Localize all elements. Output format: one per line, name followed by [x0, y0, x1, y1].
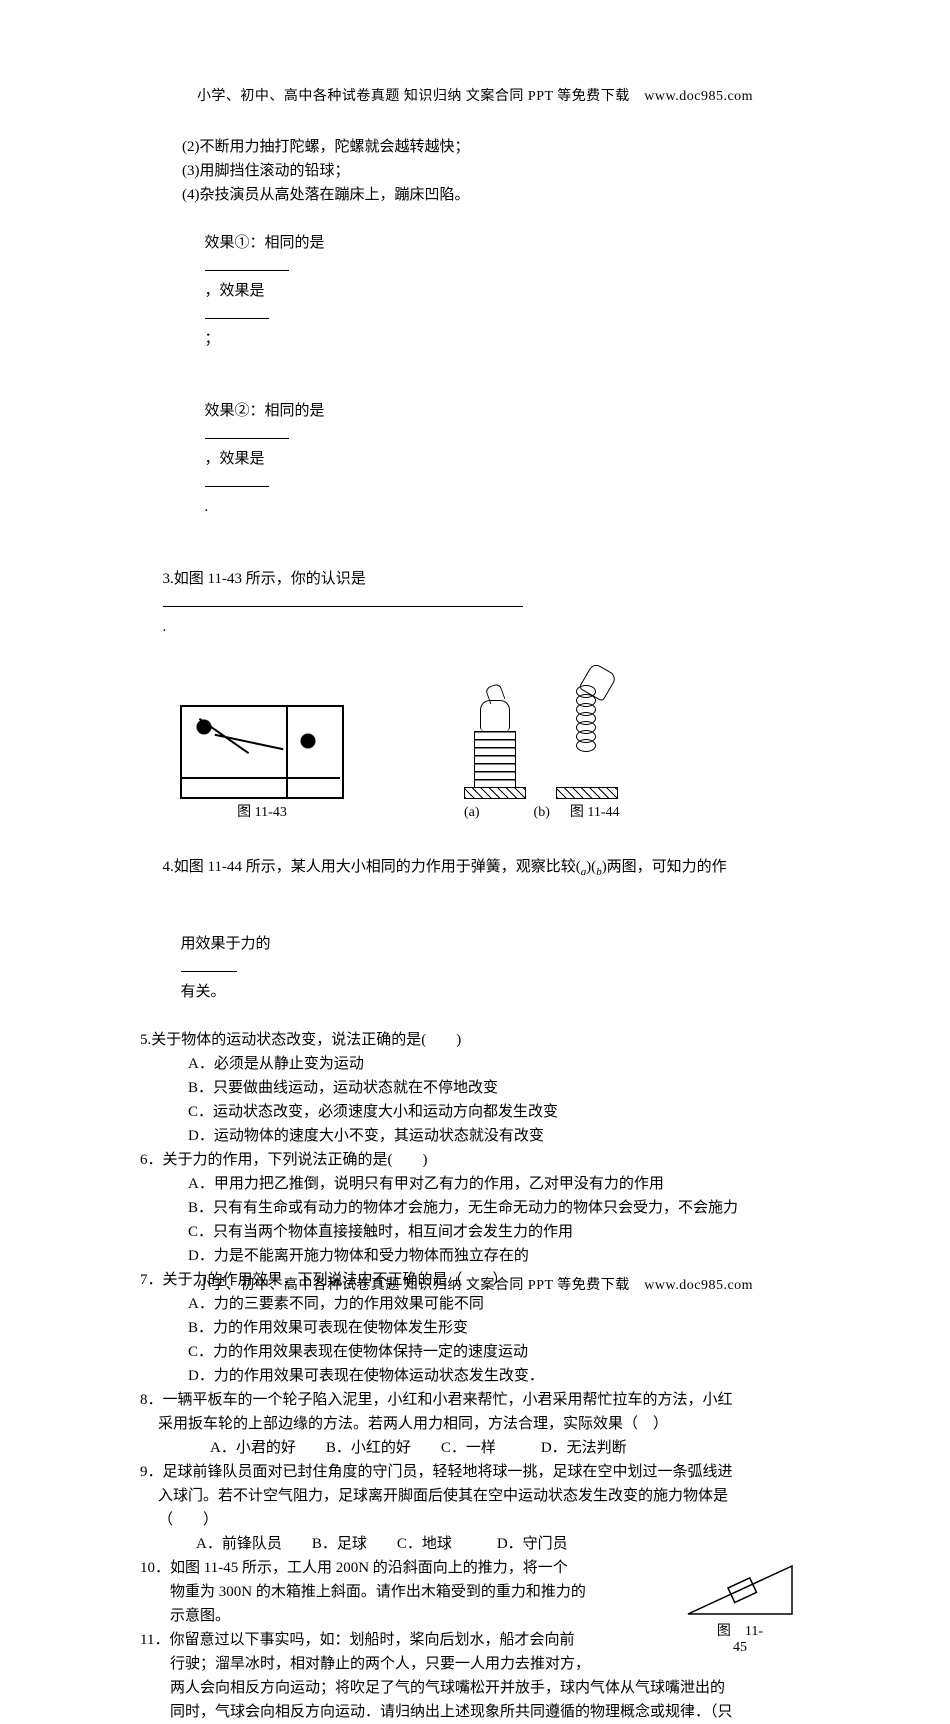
- figures-row: 图 11-43: [180, 667, 810, 825]
- effect-2-mid: ，效果是: [205, 451, 265, 467]
- q6-opt-b: B．只有有生命或有动力的物体才会施力，无生命无动力的物体只会受力，不会施力: [140, 1196, 810, 1220]
- effect-2-end: .: [205, 499, 209, 515]
- q5-opt-d: D．运动物体的速度大小不变，其运动状态就没有改变: [140, 1124, 810, 1148]
- q8-options: A．小君的好 B．小红的好 C．一样 D．无法判断: [140, 1436, 810, 1460]
- question-6: 6．关于力的作用，下列说法正确的是( ): [140, 1148, 810, 1172]
- cap45-line2: 45: [733, 1640, 747, 1655]
- q5-opt-a: A．必须是从静止变为运动: [140, 1052, 810, 1076]
- blank: [205, 255, 289, 271]
- spring-b: [556, 667, 618, 799]
- figure-11-44: (a) (b) 图 11-44: [464, 667, 620, 825]
- figure-11-43-image: [180, 705, 344, 799]
- item-2: (2)不断用力抽打陀螺，陀螺就会越转越快；: [140, 135, 810, 159]
- cap45-line1: 图 11-: [717, 1624, 763, 1639]
- item-3: (3)用脚挡住滚动的铅球；: [140, 159, 810, 183]
- q4-text-c: 用效果于力的: [181, 936, 271, 952]
- q6-opt-d: D．力是不能离开施力物体和受力物体而独立存在的: [140, 1244, 810, 1268]
- effect-2-label: 效果②：相同的是: [205, 403, 325, 419]
- question-10-block: 图 11- 45 10．如图 11-45 所示，工人用 200N 的沿斜面向上的…: [140, 1556, 810, 1724]
- q4-text-a: 4.如图 11-44 所示，某人用大小相同的力作用于弹簧，观察比较(: [163, 859, 581, 875]
- blank: [163, 591, 523, 607]
- question-8: 8．一辆平板车的一个轮子陷入泥里，小红和小君来帮忙，小君采用帮忙拉车的方法，小红: [140, 1388, 810, 1412]
- effect-1-mid: ，效果是: [205, 283, 265, 299]
- effect-1-label: 效果①：相同的是: [205, 235, 325, 251]
- page: 小学、初中、高中各种试卷真题 知识归纳 文案合同 PPT 等免费下载 www.d…: [0, 0, 950, 1344]
- question-8-cont: 采用扳车轮的上部边缘的方法。若两人用力相同，方法合理，实际效果（ ）: [140, 1412, 810, 1436]
- blank: [181, 956, 237, 972]
- figure-11-43: 图 11-43: [180, 705, 344, 825]
- figure-11-45-caption: 图 11- 45: [670, 1624, 810, 1656]
- page-header: 小学、初中、高中各种试卷真题 知识归纳 文案合同 PPT 等免费下载 www.d…: [140, 85, 810, 105]
- question-11-cont3: 同时，气球会向相反方向运动．请归纳出上述现象所共同遵循的物理概念或规律．（只: [140, 1700, 810, 1724]
- spring-icon: [576, 689, 596, 774]
- effect-1-end: ；: [205, 331, 220, 347]
- figure-11-44-sublabels: (a) (b): [464, 801, 550, 825]
- figure-11-45: 图 11- 45: [670, 1552, 810, 1656]
- q7-opt-a: A．力的三要素不同，力的作用效果可能不同: [140, 1292, 810, 1316]
- effect-1: 效果①：相同的是 ，效果是 ；: [140, 207, 810, 375]
- blank: [205, 423, 289, 439]
- figure-11-43-caption: 图 11-43: [180, 801, 344, 825]
- figure-11-44-caption: 图 11-44: [570, 801, 620, 825]
- question-9: 9．足球前锋队员面对已封住角度的守门员，轻轻地将球一挑，足球在空中划过一条弧线进: [140, 1460, 810, 1484]
- item-4: (4)杂技演员从高处落在蹦床上，蹦床凹陷。: [140, 183, 810, 207]
- question-9-cont1: 入球门。若不计空气阻力，足球离开脚面后使其在空中运动状态发生改变的施力物体是: [140, 1484, 810, 1508]
- q6-opt-c: C．只有当两个物体直接接触时，相互间才会发生力的作用: [140, 1220, 810, 1244]
- question-5: 5.关于物体的运动状态改变，说法正确的是( ): [140, 1028, 810, 1052]
- base-icon: [464, 787, 526, 799]
- q3-text: 3.如图 11-43 所示，你的认识是: [163, 571, 370, 587]
- blank: [205, 303, 269, 319]
- question-4-cont: 用效果于力的 有关。: [140, 908, 810, 1028]
- spring-icon: [474, 731, 516, 787]
- ramp-icon: [680, 1552, 800, 1622]
- q4-mid: )(: [586, 859, 596, 875]
- sub-a: (a): [464, 801, 480, 825]
- hand-icon: [480, 700, 510, 731]
- q7-opt-d: D．力的作用效果可表现在使物体运动状态发生改变．: [140, 1364, 810, 1388]
- effect-2: 效果②：相同的是 ，效果是 .: [140, 375, 810, 543]
- q6-opt-a: A．甲用力把乙推倒，说明只有甲对乙有力的作用，乙对甲没有力的作用: [140, 1172, 810, 1196]
- figure-11-44-image: [464, 667, 620, 799]
- q3-end: .: [163, 619, 167, 635]
- q7-opt-b: B．力的作用效果可表现在使物体发生形变: [140, 1316, 810, 1340]
- blank: [205, 471, 269, 487]
- sub-b: (b): [534, 801, 550, 825]
- question-11-cont2: 两人会向相反方向运动；将吹足了气的气球嘴松开并放手，球内气体从气球嘴泄出的: [140, 1676, 810, 1700]
- q4-text-d: 有关。: [181, 984, 226, 1000]
- page-footer: 小学、初中、高中各种试卷真题 知识归纳 文案合同 PPT 等免费下载 www.d…: [0, 1274, 950, 1294]
- spring-a: [464, 700, 526, 799]
- content-body: (2)不断用力抽打陀螺，陀螺就会越转越快； (3)用脚挡住滚动的铅球； (4)杂…: [140, 135, 810, 1724]
- base-icon: [556, 787, 618, 799]
- question-9-cont2: （ ）: [140, 1508, 810, 1532]
- question-4: 4.如图 11-44 所示，某人用大小相同的力作用于弹簧，观察比较(a)(b)两…: [140, 831, 810, 908]
- q4-text-b: )两图，可知力的作: [602, 859, 727, 875]
- question-3: 3.如图 11-43 所示，你的认识是 .: [140, 543, 810, 663]
- q5-opt-c: C．运动状态改变，必须速度大小和运动方向都发生改变: [140, 1100, 810, 1124]
- q5-opt-b: B．只要做曲线运动，运动状态就在不停地改变: [140, 1076, 810, 1100]
